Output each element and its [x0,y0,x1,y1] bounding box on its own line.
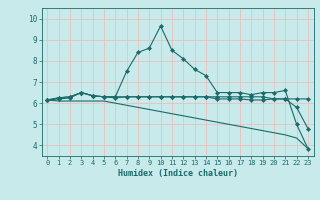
X-axis label: Humidex (Indice chaleur): Humidex (Indice chaleur) [118,169,237,178]
